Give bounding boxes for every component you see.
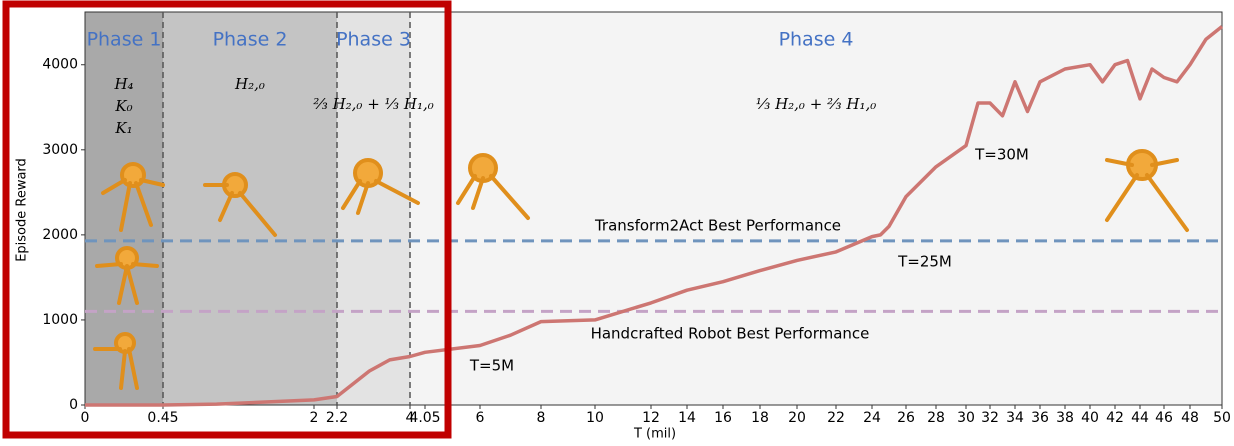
x-tick-label: 46: [1155, 410, 1173, 426]
phase-label: Phase 2: [213, 29, 288, 51]
x-tick-label: 2: [310, 410, 319, 426]
x-tick-label: 40: [1081, 410, 1099, 426]
phase-formula: H₂,₀: [234, 75, 265, 93]
x-tick-label: 6: [476, 410, 485, 426]
phase-label: Phase 4: [779, 29, 854, 51]
x-tick-label: 36: [1031, 410, 1049, 426]
x-tick-label: 34: [1006, 410, 1024, 426]
x-tick-label: 0: [81, 410, 90, 426]
x-tick-label: 16: [714, 410, 732, 426]
x-tick-label: 8: [537, 410, 546, 426]
y-tick-label: 3000: [42, 142, 78, 158]
reference-label: Handcrafted Robot Best Performance: [591, 325, 870, 343]
reference-label: Transform2Act Best Performance: [594, 217, 841, 235]
x-tick-label: 4.05: [409, 410, 440, 426]
phase-region: [337, 12, 410, 405]
x-tick-label: 18: [751, 410, 769, 426]
y-tick-label: 4000: [42, 57, 78, 73]
phase-formula: H₄: [113, 75, 133, 93]
x-tick-label: 12: [642, 410, 660, 426]
y-tick-label: 2000: [42, 227, 78, 243]
x-tick-label: 50: [1213, 410, 1231, 426]
y-axis-label: Episode Reward: [15, 158, 30, 262]
annotation: T=5M: [469, 357, 514, 375]
phase-region: [163, 12, 337, 405]
x-tick-label: 30: [957, 410, 975, 426]
x-tick-label: 44: [1131, 410, 1149, 426]
x-tick-label: 48: [1181, 410, 1199, 426]
phase-region: [410, 12, 1222, 405]
x-tick-label: 42: [1106, 410, 1124, 426]
x-tick-label: 26: [897, 410, 915, 426]
x-tick-label: 2.2: [326, 410, 348, 426]
x-tick-label: 14: [678, 410, 696, 426]
x-tick-label: 22: [827, 410, 845, 426]
x-tick-label: 38: [1056, 410, 1074, 426]
y-tick-label: 0: [69, 397, 78, 413]
x-tick-label: 0.45: [147, 410, 178, 426]
chart: Phase 1 H₄ K₀ K₁ Phase 2 H₂,₀ Phase 3 ⅔ H₂,₀ + …: [0, 0, 1234, 442]
phase-formula: ⅓ H₂,₀ + ⅔ H₁,₀: [756, 95, 876, 113]
phase-label: Phase 3: [336, 29, 411, 51]
phase-formula: K₀: [114, 97, 132, 115]
x-axis-label: T (mil): [633, 427, 676, 442]
x-tick-label: 10: [586, 410, 604, 426]
x-tick-label: 24: [863, 410, 881, 426]
y-tick-label: 1000: [42, 312, 78, 328]
x-tick-label: 20: [788, 410, 806, 426]
x-tick-label: 28: [927, 410, 945, 426]
annotation: T=25M: [897, 253, 952, 271]
phase-formula: K₁: [114, 119, 132, 137]
phase-formula: ⅔ H₂,₀ + ⅓ H₁,₀: [313, 95, 433, 113]
phase-label: Phase 1: [87, 29, 162, 51]
annotation: T=30M: [974, 146, 1029, 164]
x-tick-label: 32: [981, 410, 999, 426]
